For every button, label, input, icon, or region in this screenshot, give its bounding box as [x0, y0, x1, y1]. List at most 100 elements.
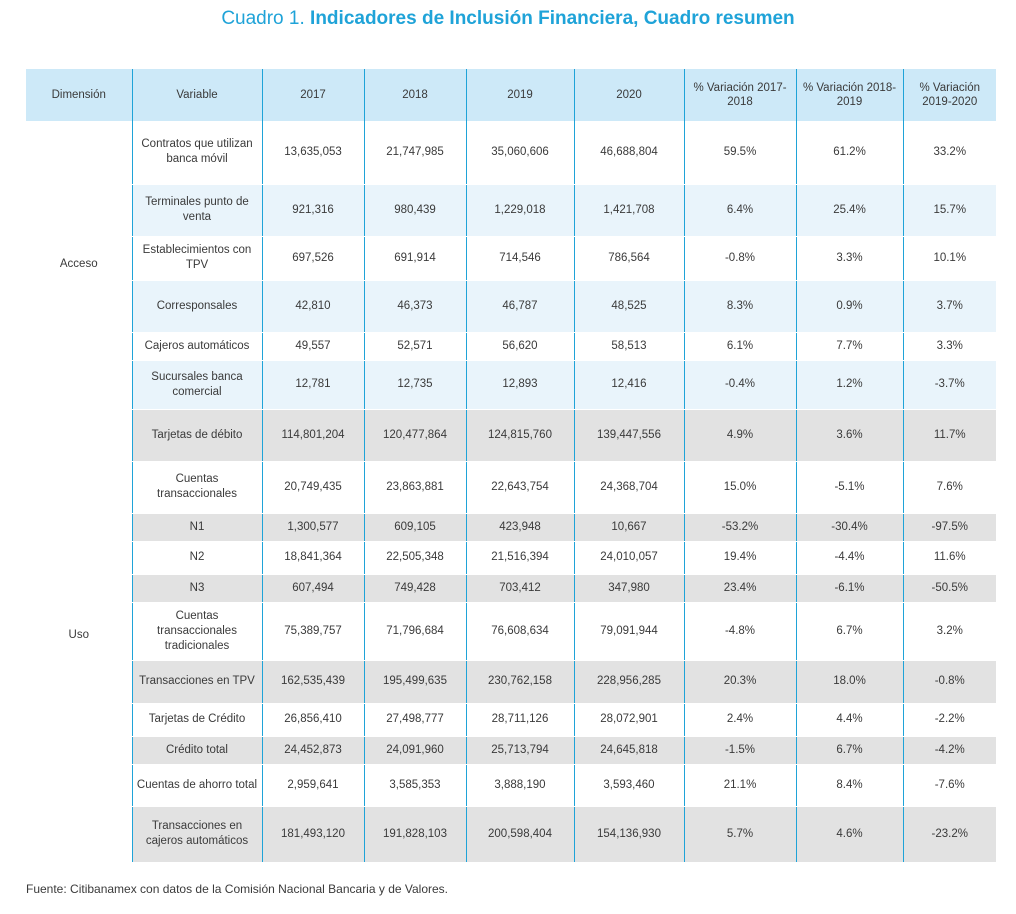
- value-cell: -53.2%: [683, 513, 796, 542]
- value-cell: 8.3%: [683, 280, 796, 333]
- variable-cell: N3: [131, 574, 262, 603]
- variable-cell: Tarjetas de Crédito: [131, 703, 262, 737]
- value-cell: 980,439: [363, 184, 466, 237]
- table-row: Terminales punto de venta 921,316 980,439 1…: [26, 184, 996, 237]
- value-cell: 24,368,704: [573, 461, 684, 514]
- value-cell: 6.1%: [683, 332, 796, 361]
- value-cell: 46,688,804: [573, 121, 684, 185]
- table-row: Sucursales banca comercial 12,781 12,735 12…: [26, 360, 996, 410]
- value-cell: -0.8%: [683, 236, 796, 281]
- table-row: Cuentas transaccionales 20,749,435 23,863,…: [26, 461, 996, 514]
- value-cell: 191,828,103: [363, 806, 466, 863]
- value-cell: 6.4%: [683, 184, 796, 237]
- value-cell: 52,571: [363, 332, 466, 361]
- value-cell: -6.1%: [795, 574, 903, 603]
- value-cell: 6.7%: [795, 736, 903, 765]
- value-cell: 46,787: [465, 280, 574, 333]
- value-cell: 22,643,754: [465, 461, 574, 514]
- value-cell: -2.2%: [902, 703, 996, 737]
- value-cell: 20,749,435: [261, 461, 364, 514]
- table-row: Acceso Contratos que utilizan banca móvil…: [26, 121, 996, 410]
- value-cell: 120,477,864: [363, 408, 466, 462]
- value-cell: 8.4%: [795, 764, 903, 807]
- value-cell: -5.1%: [795, 461, 903, 514]
- value-cell: 691,914: [363, 236, 466, 281]
- table-row: Uso Tarjetas de débito 114,801,204 120,477,…: [26, 408, 996, 863]
- value-cell: 195,499,635: [363, 660, 466, 704]
- value-cell: 181,493,120: [261, 806, 364, 863]
- table-row: Cuentas de ahorro total 2,959,641 3,585,35…: [26, 764, 996, 807]
- value-cell: 15.7%: [902, 184, 996, 237]
- value-cell: 71,796,684: [363, 602, 466, 661]
- value-cell: 24,010,057: [573, 541, 684, 575]
- value-cell: 23,863,881: [363, 461, 466, 514]
- value-cell: 28,072,901: [573, 703, 684, 737]
- value-cell: 139,447,556: [573, 408, 684, 462]
- variable-cell: Tarjetas de débito: [131, 408, 262, 462]
- value-cell: 24,452,873: [261, 736, 364, 765]
- table-body: Acceso Contratos que utilizan banca móvil…: [26, 121, 996, 863]
- table-row: Transacciones en TPV 162,535,439 195,499,6…: [26, 660, 996, 704]
- table-row: N2 18,841,364 22,505,348 21,516,394 24,010,0…: [26, 541, 996, 575]
- dimension-cell: Acceso: [26, 121, 132, 410]
- value-cell: 1,421,708: [573, 184, 684, 237]
- value-cell: 19.4%: [683, 541, 796, 575]
- value-cell: 1.2%: [795, 360, 903, 410]
- value-cell: 3.3%: [795, 236, 903, 281]
- value-cell: 154,136,930: [573, 806, 684, 863]
- table-row: Tarjetas de Crédito 26,856,410 27,498,777 2…: [26, 703, 996, 737]
- value-cell: 33.2%: [902, 121, 996, 185]
- value-cell: 609,105: [363, 513, 466, 542]
- value-cell: 15.0%: [683, 461, 796, 514]
- variable-cell: Cuentas de ahorro total: [131, 764, 262, 807]
- value-cell: 24,091,960: [363, 736, 466, 765]
- variable-cell: Establecimientos con TPV: [131, 236, 262, 281]
- value-cell: 1,229,018: [465, 184, 574, 237]
- value-cell: 200,598,404: [465, 806, 574, 863]
- value-cell: 49,557: [261, 332, 364, 361]
- value-cell: 76,608,634: [465, 602, 574, 661]
- variable-cell: Crédito total: [131, 736, 262, 765]
- variable-cell: Contratos que utilizan banca móvil: [131, 121, 262, 185]
- value-cell: 13,635,053: [261, 121, 364, 185]
- value-cell: 607,494: [261, 574, 364, 603]
- summary-table: Dimensión Variable 2017 2018 2019 2020 %…: [26, 69, 996, 863]
- value-cell: 423,948: [465, 513, 574, 542]
- header-cell: 2017: [261, 69, 364, 121]
- value-cell: 11.7%: [902, 408, 996, 462]
- variable-cell: N1: [131, 513, 262, 542]
- value-cell: 703,412: [465, 574, 574, 603]
- title-prefix: Cuadro 1.: [221, 8, 305, 29]
- variable-cell: N2: [131, 541, 262, 575]
- value-cell: 25,713,794: [465, 736, 574, 765]
- table-row: Cuentas transaccionales tradicionales 75,…: [26, 602, 996, 661]
- value-cell: 114,801,204: [261, 408, 364, 462]
- value-cell: 23.4%: [683, 574, 796, 603]
- header-cell: % Variación 2019-2020: [902, 69, 996, 121]
- value-cell: 28,711,126: [465, 703, 574, 737]
- value-cell: 48,525: [573, 280, 684, 333]
- value-cell: 24,645,818: [573, 736, 684, 765]
- table-row: Establecimientos con TPV 697,526 691,914 71…: [26, 236, 996, 281]
- value-cell: 4.4%: [795, 703, 903, 737]
- table-row: N3 607,494 749,428 703,412 347,980 23.4% -6.1%…: [26, 574, 996, 603]
- table-row: Cajeros automáticos 49,557 52,571 56,620 58,…: [26, 332, 996, 361]
- value-cell: 124,815,760: [465, 408, 574, 462]
- value-cell: 6.7%: [795, 602, 903, 661]
- value-cell: 18,841,364: [261, 541, 364, 575]
- variable-cell: Corresponsales: [131, 280, 262, 333]
- variable-cell: Sucursales banca comercial: [131, 360, 262, 410]
- value-cell: 59.5%: [683, 121, 796, 185]
- variable-cell: Transacciones en TPV: [131, 660, 262, 704]
- table-title: Cuadro 1. Indicadores de Inclusión Finan…: [0, 8, 1016, 30]
- value-cell: 21,516,394: [465, 541, 574, 575]
- value-cell: -0.4%: [683, 360, 796, 410]
- table-row: N1 1,300,577 609,105 423,948 10,667 -53.2% -30…: [26, 513, 996, 542]
- header-cell: 2019: [465, 69, 574, 121]
- value-cell: -23.2%: [902, 806, 996, 863]
- value-cell: 5.7%: [683, 806, 796, 863]
- value-cell: -4.8%: [683, 602, 796, 661]
- value-cell: 3,888,190: [465, 764, 574, 807]
- header-cell: 2020: [573, 69, 684, 121]
- variable-cell: Transacciones en cajeros automáticos: [131, 806, 262, 863]
